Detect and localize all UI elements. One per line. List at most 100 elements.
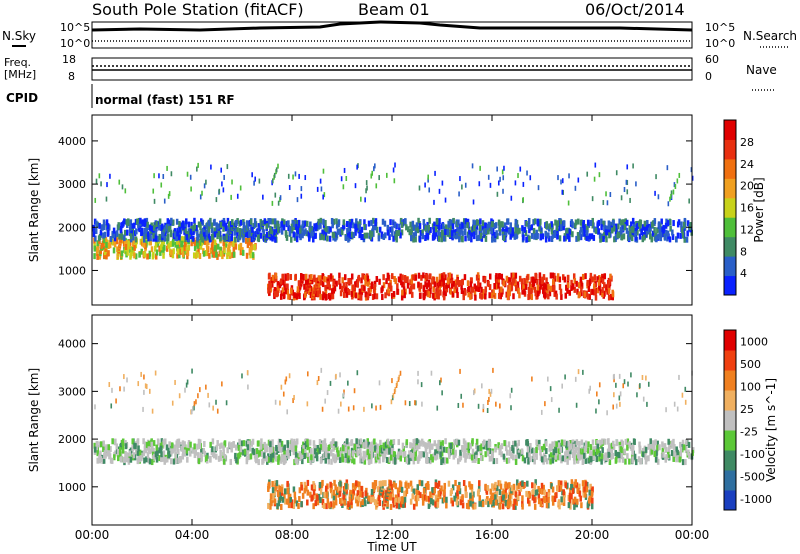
range-cell bbox=[185, 230, 188, 237]
range-cell bbox=[151, 253, 155, 260]
range-cell bbox=[577, 235, 580, 242]
range-cell bbox=[577, 218, 580, 225]
range-cell bbox=[154, 228, 158, 235]
range-cell bbox=[282, 224, 286, 231]
range-cell bbox=[316, 186, 319, 192]
range-cell bbox=[598, 284, 601, 291]
range-cell bbox=[501, 494, 505, 501]
range-cell bbox=[552, 449, 555, 456]
range-cell bbox=[322, 194, 324, 200]
range-cell bbox=[560, 457, 563, 464]
range-cell bbox=[586, 447, 590, 454]
range-cell bbox=[499, 293, 502, 300]
range-cell bbox=[344, 447, 348, 454]
range-cell bbox=[568, 173, 570, 179]
range-cell bbox=[382, 233, 386, 240]
colorbar-swatch bbox=[724, 217, 736, 238]
range-cell bbox=[559, 219, 563, 226]
range-cell bbox=[144, 220, 147, 227]
range-cell bbox=[326, 498, 330, 505]
range-cell bbox=[358, 220, 361, 227]
range-cell bbox=[548, 454, 552, 461]
range-cell bbox=[530, 232, 534, 239]
range-cell bbox=[519, 449, 522, 456]
range-cell bbox=[259, 232, 263, 239]
range-cell bbox=[497, 278, 501, 285]
range-cell bbox=[318, 286, 321, 293]
range-cell bbox=[375, 226, 379, 233]
range-cell bbox=[288, 373, 291, 379]
range-cell bbox=[199, 194, 202, 200]
range-cell bbox=[125, 452, 128, 459]
range-cell bbox=[170, 458, 173, 465]
range-cell bbox=[527, 222, 530, 229]
range-cell bbox=[526, 274, 529, 281]
range-cell bbox=[296, 197, 299, 203]
range-cell bbox=[611, 291, 615, 298]
range-cell bbox=[631, 444, 635, 451]
range-cell bbox=[509, 233, 512, 240]
range-cell bbox=[345, 281, 348, 288]
range-cell bbox=[536, 232, 539, 239]
range-cell bbox=[600, 235, 603, 242]
range-cell bbox=[462, 290, 465, 297]
range-cell bbox=[279, 278, 283, 285]
range-cell bbox=[386, 438, 390, 445]
range-cell bbox=[257, 234, 260, 241]
range-cell bbox=[566, 482, 569, 489]
range-cell bbox=[539, 449, 542, 456]
range-cell bbox=[503, 165, 505, 171]
range-cell bbox=[460, 279, 464, 286]
range-cell bbox=[463, 222, 467, 229]
range-cell bbox=[496, 484, 499, 491]
range-cell bbox=[564, 292, 568, 299]
range-cell bbox=[306, 489, 310, 496]
range-cell bbox=[584, 457, 588, 464]
range-cell bbox=[523, 288, 526, 295]
range-cell bbox=[365, 188, 367, 194]
range-cell bbox=[563, 456, 567, 463]
range-cell bbox=[363, 223, 366, 230]
range-cell bbox=[208, 252, 211, 259]
range-cell bbox=[399, 273, 402, 280]
range-cell bbox=[102, 224, 106, 231]
range-cell bbox=[447, 448, 451, 455]
range-cell bbox=[644, 453, 647, 460]
range-cell bbox=[286, 440, 289, 447]
range-cell bbox=[386, 500, 389, 507]
range-cell bbox=[530, 294, 534, 301]
range-cell bbox=[286, 487, 290, 494]
range-cell bbox=[596, 391, 598, 397]
range-cell bbox=[177, 234, 181, 241]
y-tick-label: 2000 bbox=[58, 433, 86, 446]
range-cell bbox=[382, 282, 386, 289]
range-cell bbox=[514, 218, 518, 225]
range-cell bbox=[383, 488, 386, 495]
range-cell bbox=[434, 449, 437, 456]
range-cell bbox=[418, 235, 422, 242]
range-cell bbox=[293, 459, 296, 466]
range-cell bbox=[262, 220, 265, 227]
range-cell bbox=[287, 498, 290, 505]
range-cell bbox=[426, 233, 429, 240]
range-cell bbox=[241, 249, 245, 256]
range-cell bbox=[592, 234, 596, 241]
range-cell bbox=[216, 408, 219, 414]
range-cell bbox=[666, 165, 669, 171]
range-cell bbox=[456, 490, 459, 497]
range-cell bbox=[437, 444, 440, 451]
range-cell bbox=[350, 273, 354, 280]
range-cell bbox=[113, 241, 117, 248]
range-cell bbox=[593, 176, 596, 182]
range-cell bbox=[323, 438, 327, 445]
range-cell bbox=[613, 225, 616, 232]
range-cell bbox=[615, 170, 618, 176]
range-cell bbox=[618, 218, 621, 225]
range-cell bbox=[679, 450, 682, 457]
range-cell bbox=[309, 221, 312, 228]
range-cell bbox=[217, 230, 221, 237]
range-cell bbox=[562, 489, 565, 496]
power-data-layer bbox=[92, 162, 694, 301]
range-cell bbox=[518, 275, 522, 282]
range-cell bbox=[505, 492, 508, 499]
